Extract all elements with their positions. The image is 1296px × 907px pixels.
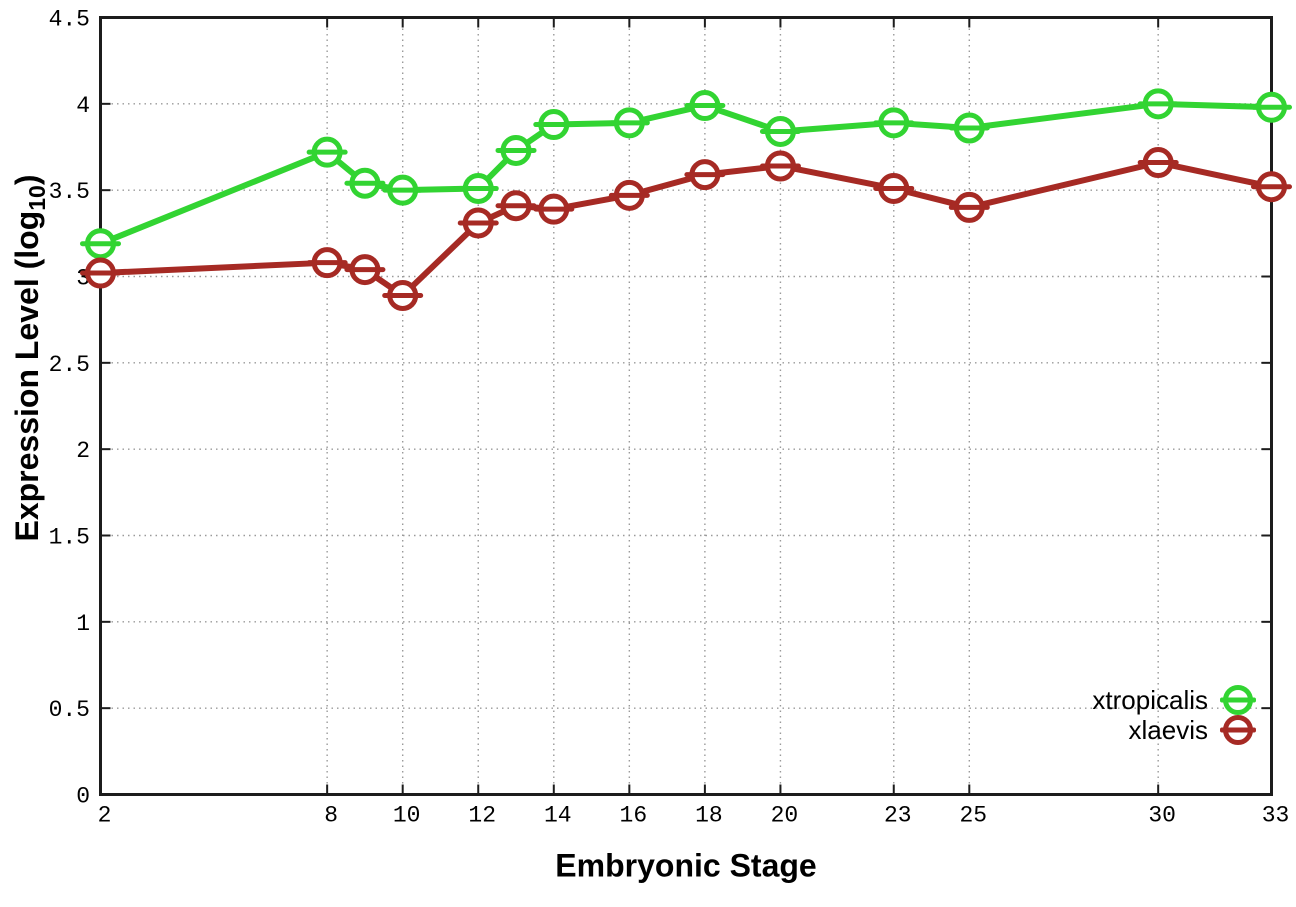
x-tick-label: 16 bbox=[620, 803, 648, 829]
y-tick-label: 1 bbox=[76, 611, 90, 637]
y-tick-label: 3.5 bbox=[49, 179, 90, 205]
x-tick-label: 12 bbox=[468, 803, 496, 829]
legend-entry-xtropicalis: xtropicalis bbox=[1092, 685, 1256, 715]
plot-border bbox=[99, 16, 1273, 796]
y-tick-label: 2.5 bbox=[49, 352, 90, 378]
x-tick-label: 33 bbox=[1262, 803, 1290, 829]
legend-marker-xtropicalis-icon bbox=[1220, 685, 1256, 715]
legend-entry-xlaevis: xlaevis bbox=[1129, 715, 1256, 745]
x-tick-label: 20 bbox=[771, 803, 799, 829]
y-tick-label: 1.5 bbox=[49, 525, 90, 551]
x-tick-label: 23 bbox=[884, 803, 912, 829]
legend-label-xtropicalis: xtropicalis bbox=[1092, 685, 1208, 715]
x-tick-label: 18 bbox=[695, 803, 723, 829]
x-tick-label: 30 bbox=[1148, 803, 1176, 829]
x-axis-title: Embryonic Stage bbox=[555, 847, 817, 884]
y-axis-title: Expression Level (log10) bbox=[9, 174, 51, 541]
y-tick-label: 0 bbox=[76, 784, 90, 810]
y-tick-label: 4.5 bbox=[49, 7, 90, 33]
y-tick-label: 4 bbox=[76, 93, 90, 119]
x-tick-label: 2 bbox=[98, 803, 112, 829]
x-tick-label: 10 bbox=[393, 803, 421, 829]
y-axis-title-text: Expression Level (log bbox=[8, 210, 45, 542]
legend-label-xlaevis: xlaevis bbox=[1128, 715, 1208, 745]
y-axis-title-close: ) bbox=[8, 174, 45, 186]
x-tick-label: 14 bbox=[544, 803, 572, 829]
errorbar-dash-icon bbox=[1220, 697, 1256, 703]
y-tick-label: 0.5 bbox=[49, 697, 90, 723]
legend-marker-xlaevis-icon bbox=[1220, 715, 1256, 745]
series-line-xlaevis bbox=[97, 159, 1275, 299]
x-tick-label: 8 bbox=[324, 803, 338, 829]
y-tick-label: 2 bbox=[76, 438, 90, 464]
y-axis-title-subscript: 10 bbox=[24, 185, 51, 211]
legend: xtropicalis xlaevis bbox=[1092, 685, 1256, 745]
errorbar-dash-icon bbox=[1220, 727, 1256, 733]
x-tick-label: 25 bbox=[960, 803, 988, 829]
